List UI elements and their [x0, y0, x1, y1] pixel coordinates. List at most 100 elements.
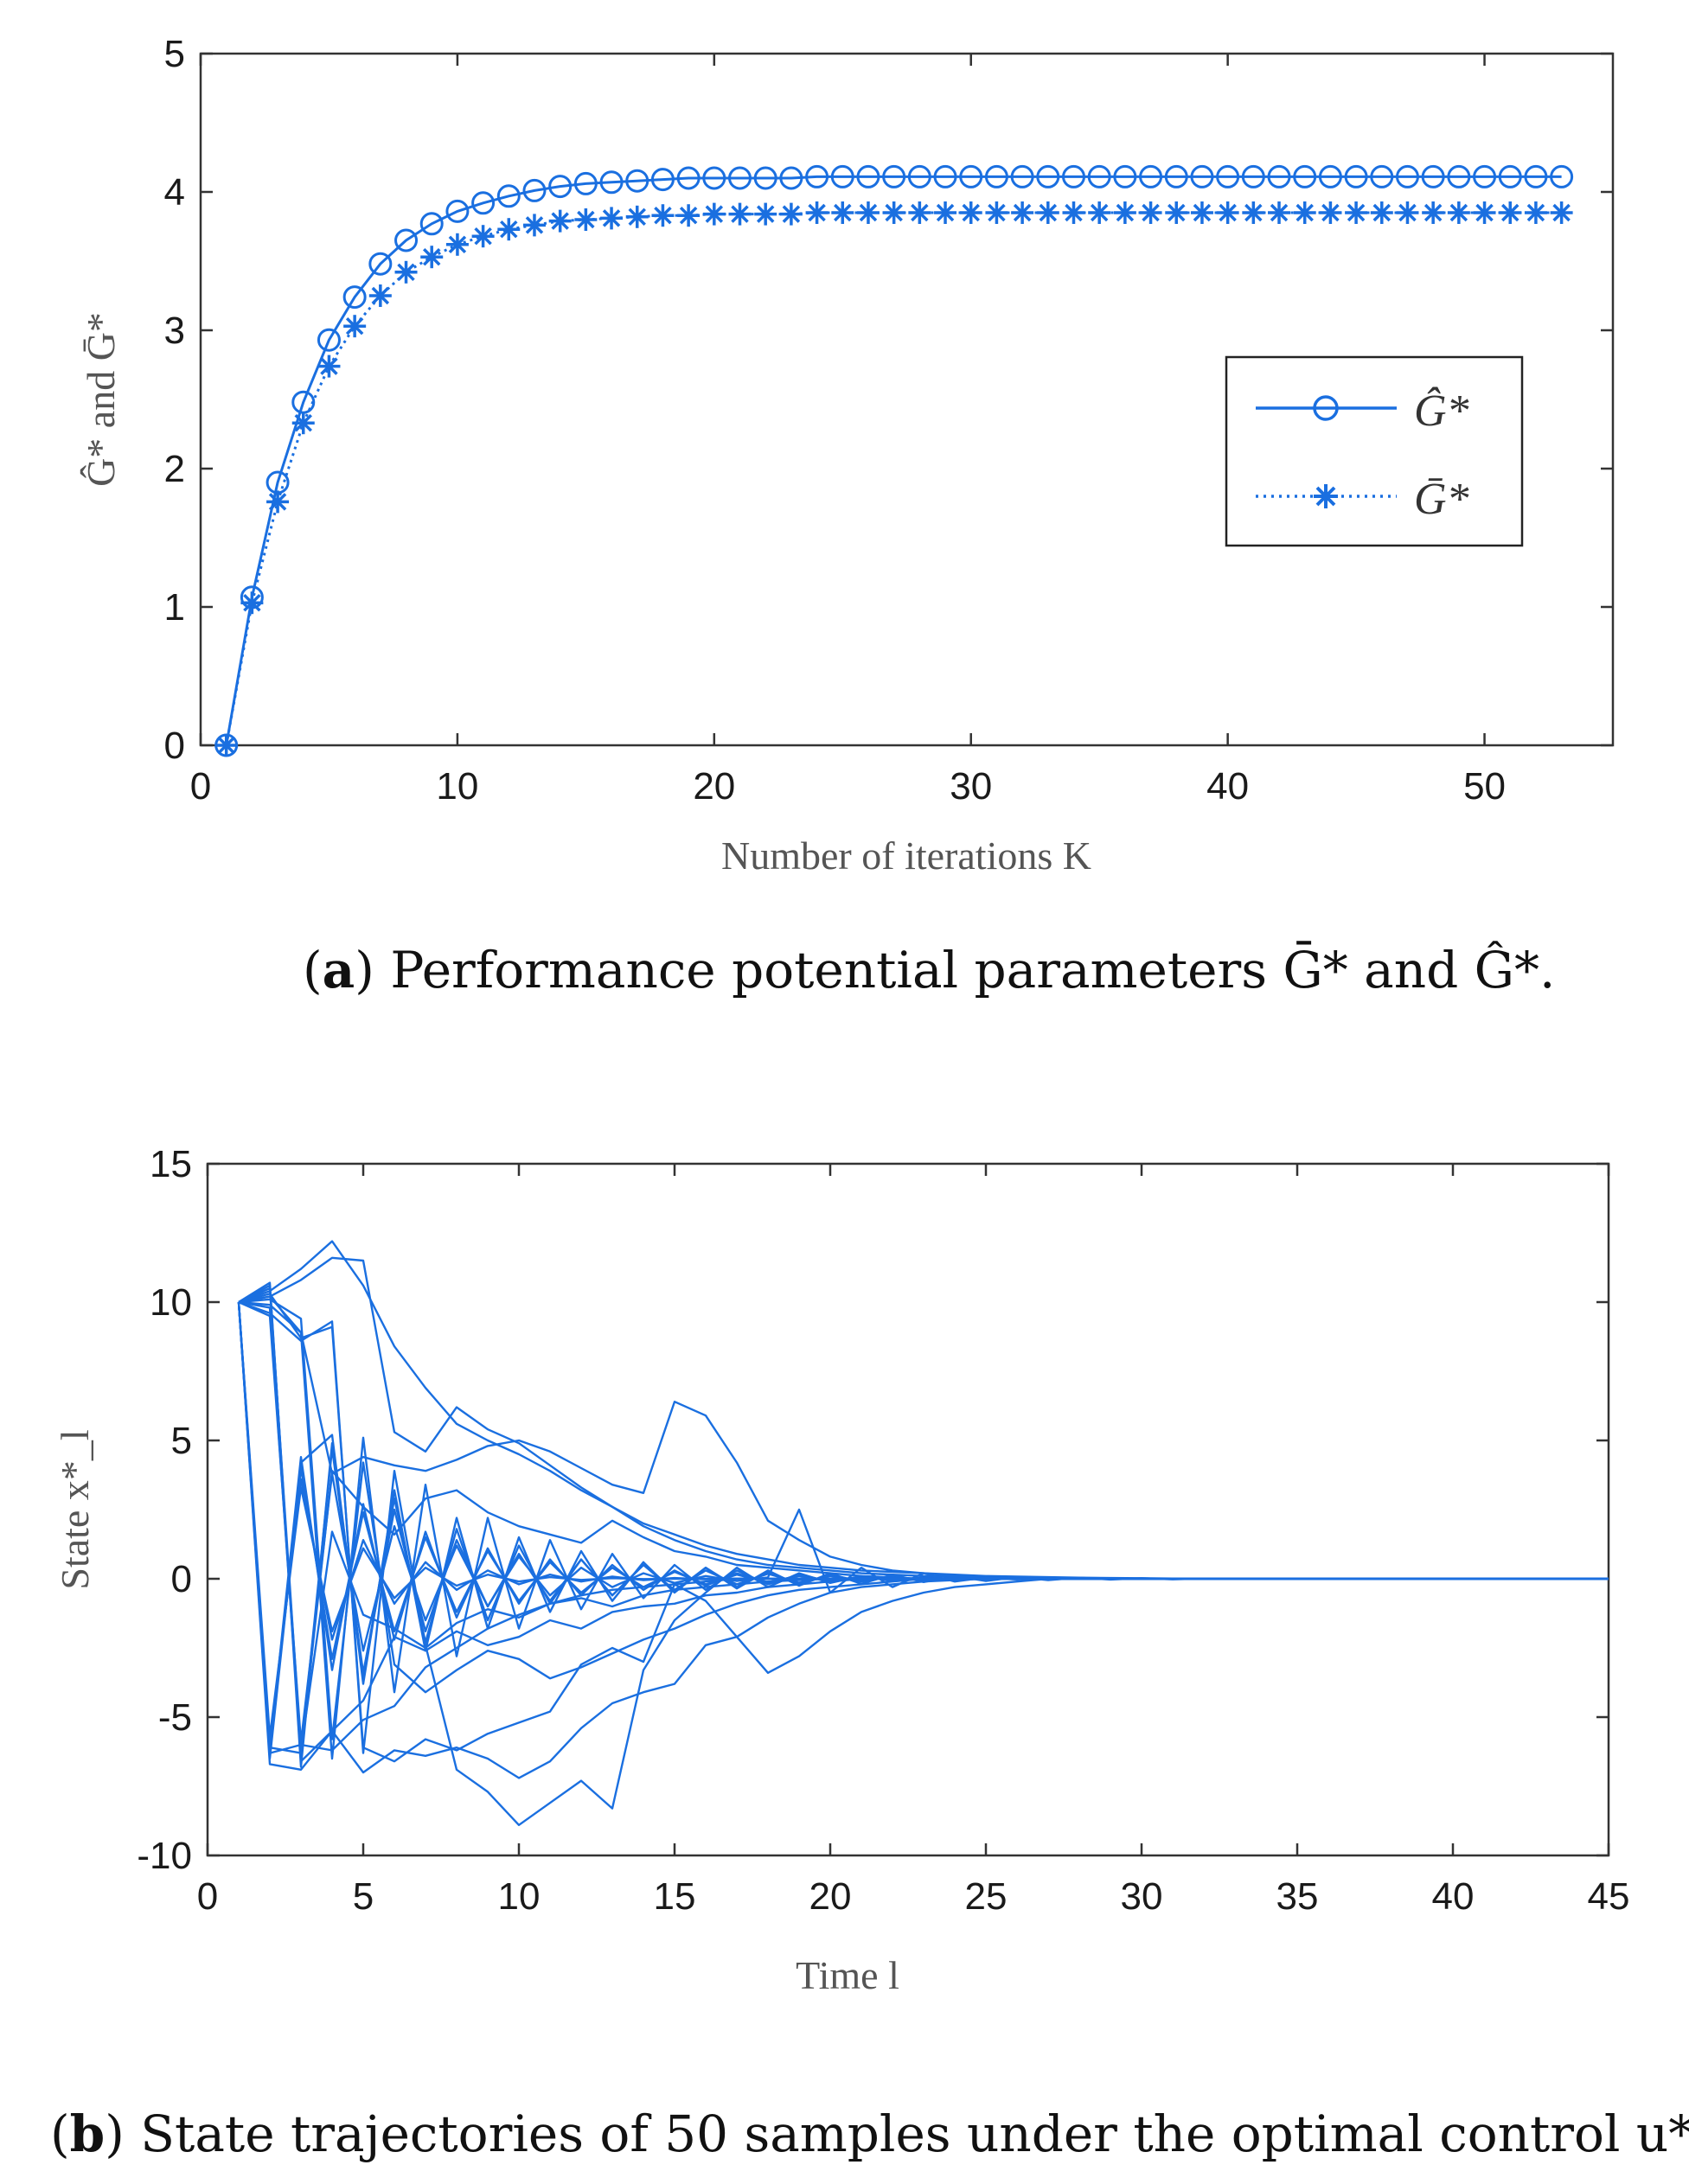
- data-point-circle: [1061, 164, 1085, 188]
- data-point-asterisk: [1242, 201, 1265, 224]
- data-point-asterisk: [1036, 201, 1059, 224]
- x-tick-label: 0: [190, 765, 211, 808]
- data-point-asterisk: [368, 284, 392, 307]
- data-point-circle: [419, 212, 444, 236]
- legend-label-gbar: Ḡ*: [1414, 475, 1469, 524]
- x-tick-label: 45: [1588, 1875, 1630, 1918]
- data-point-circle: [548, 175, 573, 199]
- data-point-circle: [1087, 164, 1111, 188]
- data-point-circle: [1293, 164, 1317, 188]
- data-point-circle: [445, 199, 470, 223]
- x-tick-label: 10: [498, 1875, 541, 1918]
- trajectory-line: [237, 1301, 1609, 1760]
- data-point-asterisk: [856, 201, 880, 224]
- data-point-asterisk: [291, 412, 315, 435]
- data-point-asterisk: [934, 201, 957, 224]
- data-point-circle: [573, 171, 598, 195]
- data-point-asterisk: [600, 207, 624, 230]
- data-point-asterisk: [240, 591, 264, 615]
- legend-box: [1225, 355, 1524, 547]
- data-point-asterisk: [754, 202, 777, 226]
- x-tick-label: 5: [353, 1875, 374, 1918]
- y-tick-label: 15: [150, 1143, 192, 1185]
- data-point-circle: [805, 164, 829, 188]
- data-point-circle: [522, 178, 547, 202]
- data-point-circle: [779, 166, 803, 190]
- a-y-axis-label: Ĝ* and Ḡ*: [79, 312, 123, 487]
- data-point-asterisk: [394, 260, 418, 284]
- x-tick-label: 50: [1463, 765, 1506, 808]
- trajectory-line: [238, 1298, 1609, 1740]
- data-point-circle: [1550, 164, 1574, 188]
- chart-a: 0 10 20 30 40 50 0 1 2 3 4 5 Number of iterations K…: [79, 33, 1615, 878]
- data-point-asterisk: [1524, 201, 1547, 224]
- trajectory-line: [237, 1301, 1609, 1738]
- x-tick-label: 35: [1276, 1875, 1319, 1918]
- data-point-circle: [1524, 164, 1548, 188]
- data-point-asterisk: [522, 214, 546, 237]
- y-tick-label: 0: [164, 725, 185, 767]
- data-point-circle: [1190, 164, 1214, 188]
- data-point-asterisk: [882, 201, 905, 224]
- data-point-circle: [317, 328, 341, 352]
- data-point-circle: [1318, 164, 1342, 188]
- x-tick-label: 40: [1206, 765, 1249, 808]
- data-point-asterisk: [1216, 201, 1239, 224]
- trajectory-line: [237, 1301, 1609, 1747]
- trajectory-line: [238, 1300, 1609, 1827]
- trajectory-line: [238, 1240, 1609, 1581]
- data-point-circle: [959, 164, 983, 188]
- data-point-asterisk: [1268, 201, 1291, 224]
- data-point-asterisk: [1370, 201, 1393, 224]
- data-point-circle: [856, 164, 880, 188]
- data-point-asterisk: [1396, 201, 1419, 224]
- caption-a-label: (a): [303, 941, 374, 999]
- data-point-circle: [496, 184, 521, 208]
- y-tick-label: 5: [164, 33, 185, 75]
- x-tick-label: 0: [197, 1875, 218, 1918]
- data-point-asterisk: [1319, 201, 1342, 224]
- data-point-asterisk: [471, 225, 495, 248]
- data-point-asterisk: [985, 201, 1008, 224]
- data-point-asterisk: [1447, 201, 1470, 224]
- trajectory-line: [238, 1300, 1609, 1581]
- caption-a: (a) Performance potential parameters Ḡ* …: [303, 941, 1555, 999]
- data-point-asterisk: [1139, 201, 1162, 224]
- data-point-circle: [702, 166, 726, 190]
- y-tick-label: 3: [164, 310, 185, 352]
- data-point-circle: [471, 191, 496, 215]
- data-point-circle: [625, 169, 649, 193]
- data-point-asterisk: [1422, 201, 1445, 224]
- data-point-asterisk: [1293, 201, 1316, 224]
- data-point-asterisk: [728, 202, 752, 226]
- data-point-circle: [882, 164, 906, 188]
- b-series-lines: [237, 1240, 1609, 1827]
- a-ticks: 0 10 20 30 40 50 0 1 2 3 4 5: [164, 33, 1613, 808]
- data-point-circle: [1010, 164, 1034, 188]
- y-tick-label: 4: [164, 171, 185, 214]
- trajectory-line: [237, 1301, 1609, 1779]
- legend-label-ghat: Ĝ*: [1414, 386, 1469, 436]
- data-point-circle: [933, 164, 957, 188]
- data-point-asterisk: [574, 208, 598, 231]
- data-point-circle: [907, 164, 931, 188]
- data-point-circle: [984, 164, 1008, 188]
- data-point-asterisk: [625, 205, 649, 228]
- data-point-asterisk: [1550, 201, 1573, 224]
- data-point-circle: [1447, 164, 1471, 188]
- x-tick-label: 30: [950, 765, 992, 808]
- legend-a: Ĝ* Ḡ*: [1225, 355, 1524, 547]
- data-point-circle: [753, 166, 777, 190]
- data-point-asterisk: [779, 202, 803, 226]
- caption-a-text: Performance potential parameters Ḡ* and …: [390, 941, 1556, 999]
- data-point-circle: [1473, 164, 1497, 188]
- data-point-asterisk: [908, 201, 931, 224]
- data-point-asterisk: [445, 233, 469, 256]
- trajectory-line: [237, 1301, 1609, 1758]
- data-point-asterisk: [702, 202, 726, 226]
- data-point-circle: [394, 228, 419, 252]
- data-point-circle: [650, 168, 675, 192]
- data-point-asterisk: [1088, 201, 1111, 224]
- trajectory-line: [238, 1256, 1609, 1581]
- data-point-asterisk: [266, 490, 290, 514]
